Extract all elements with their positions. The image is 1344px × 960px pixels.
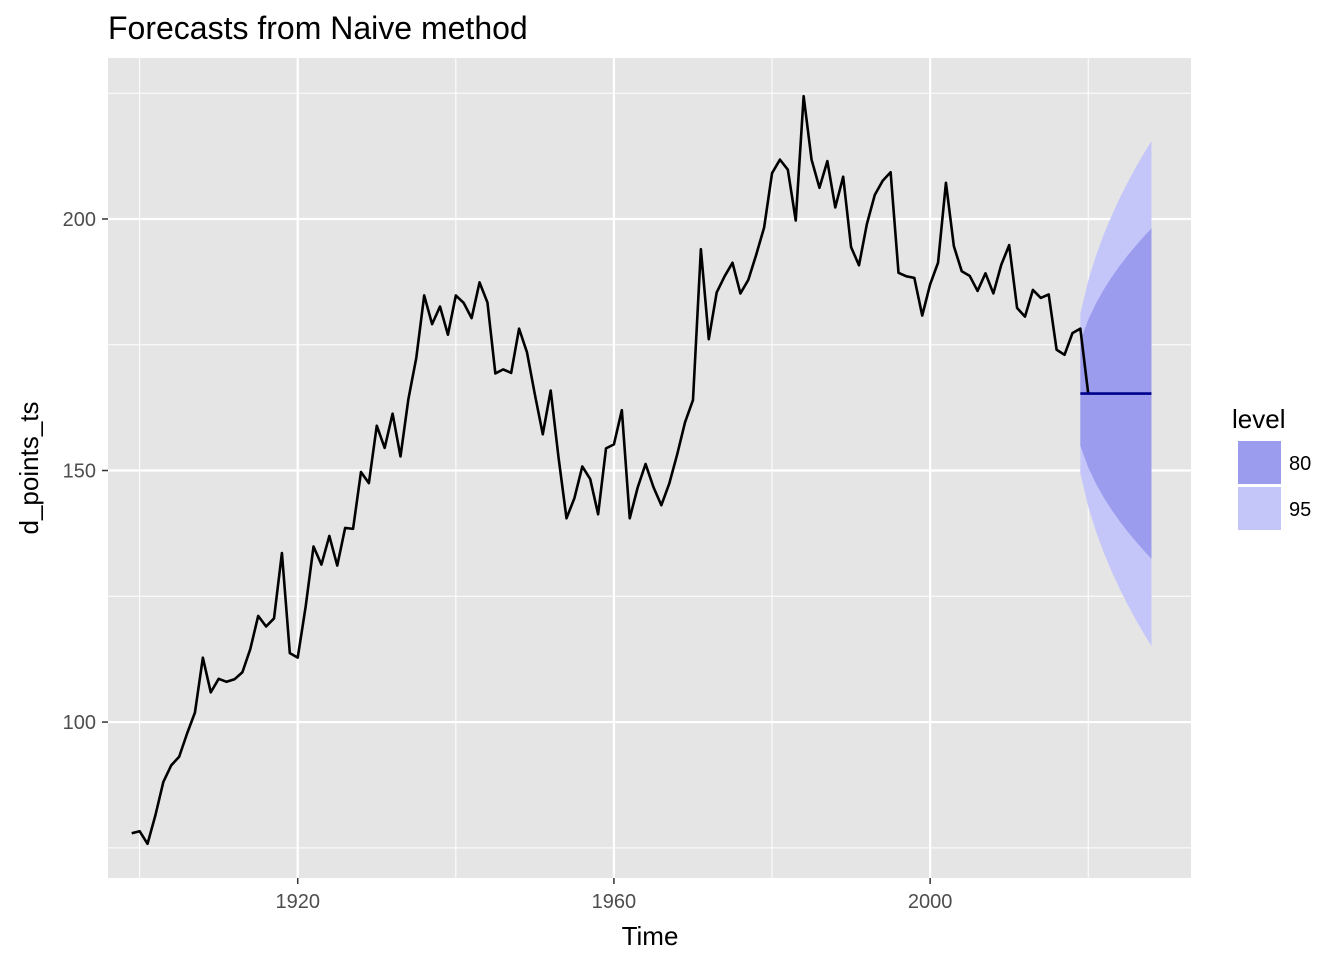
chart-title: Forecasts from Naive method (108, 10, 528, 46)
x-axis-title: Time (622, 921, 679, 951)
x-tick-label: 1920 (275, 891, 320, 913)
y-tick-label: 100 (63, 712, 96, 734)
x-axis-ticks: 1920 1960 2000 (275, 878, 952, 913)
x-tick-label: 1960 (592, 891, 637, 913)
plot-panel (108, 58, 1191, 878)
legend-key-80 (1238, 441, 1281, 484)
legend: level 80 95 (1232, 404, 1311, 530)
legend-items: 80 95 (1238, 441, 1311, 530)
y-tick-label: 150 (63, 461, 96, 483)
series-layer (131, 94, 1152, 846)
y-axis-title: d_points_ts (14, 402, 44, 535)
y-axis-ticks: 100 150 200 (63, 209, 108, 734)
legend-label-95: 95 (1289, 499, 1311, 521)
legend-key-95 (1238, 487, 1281, 530)
grid-minor-lines (108, 58, 1191, 878)
grid-major-lines (108, 58, 1191, 878)
series-line (131, 94, 1090, 846)
x-tick-label: 2000 (908, 891, 953, 913)
legend-title: level (1232, 404, 1285, 434)
y-tick-label: 200 (63, 209, 96, 231)
legend-label-80: 80 (1289, 453, 1311, 475)
